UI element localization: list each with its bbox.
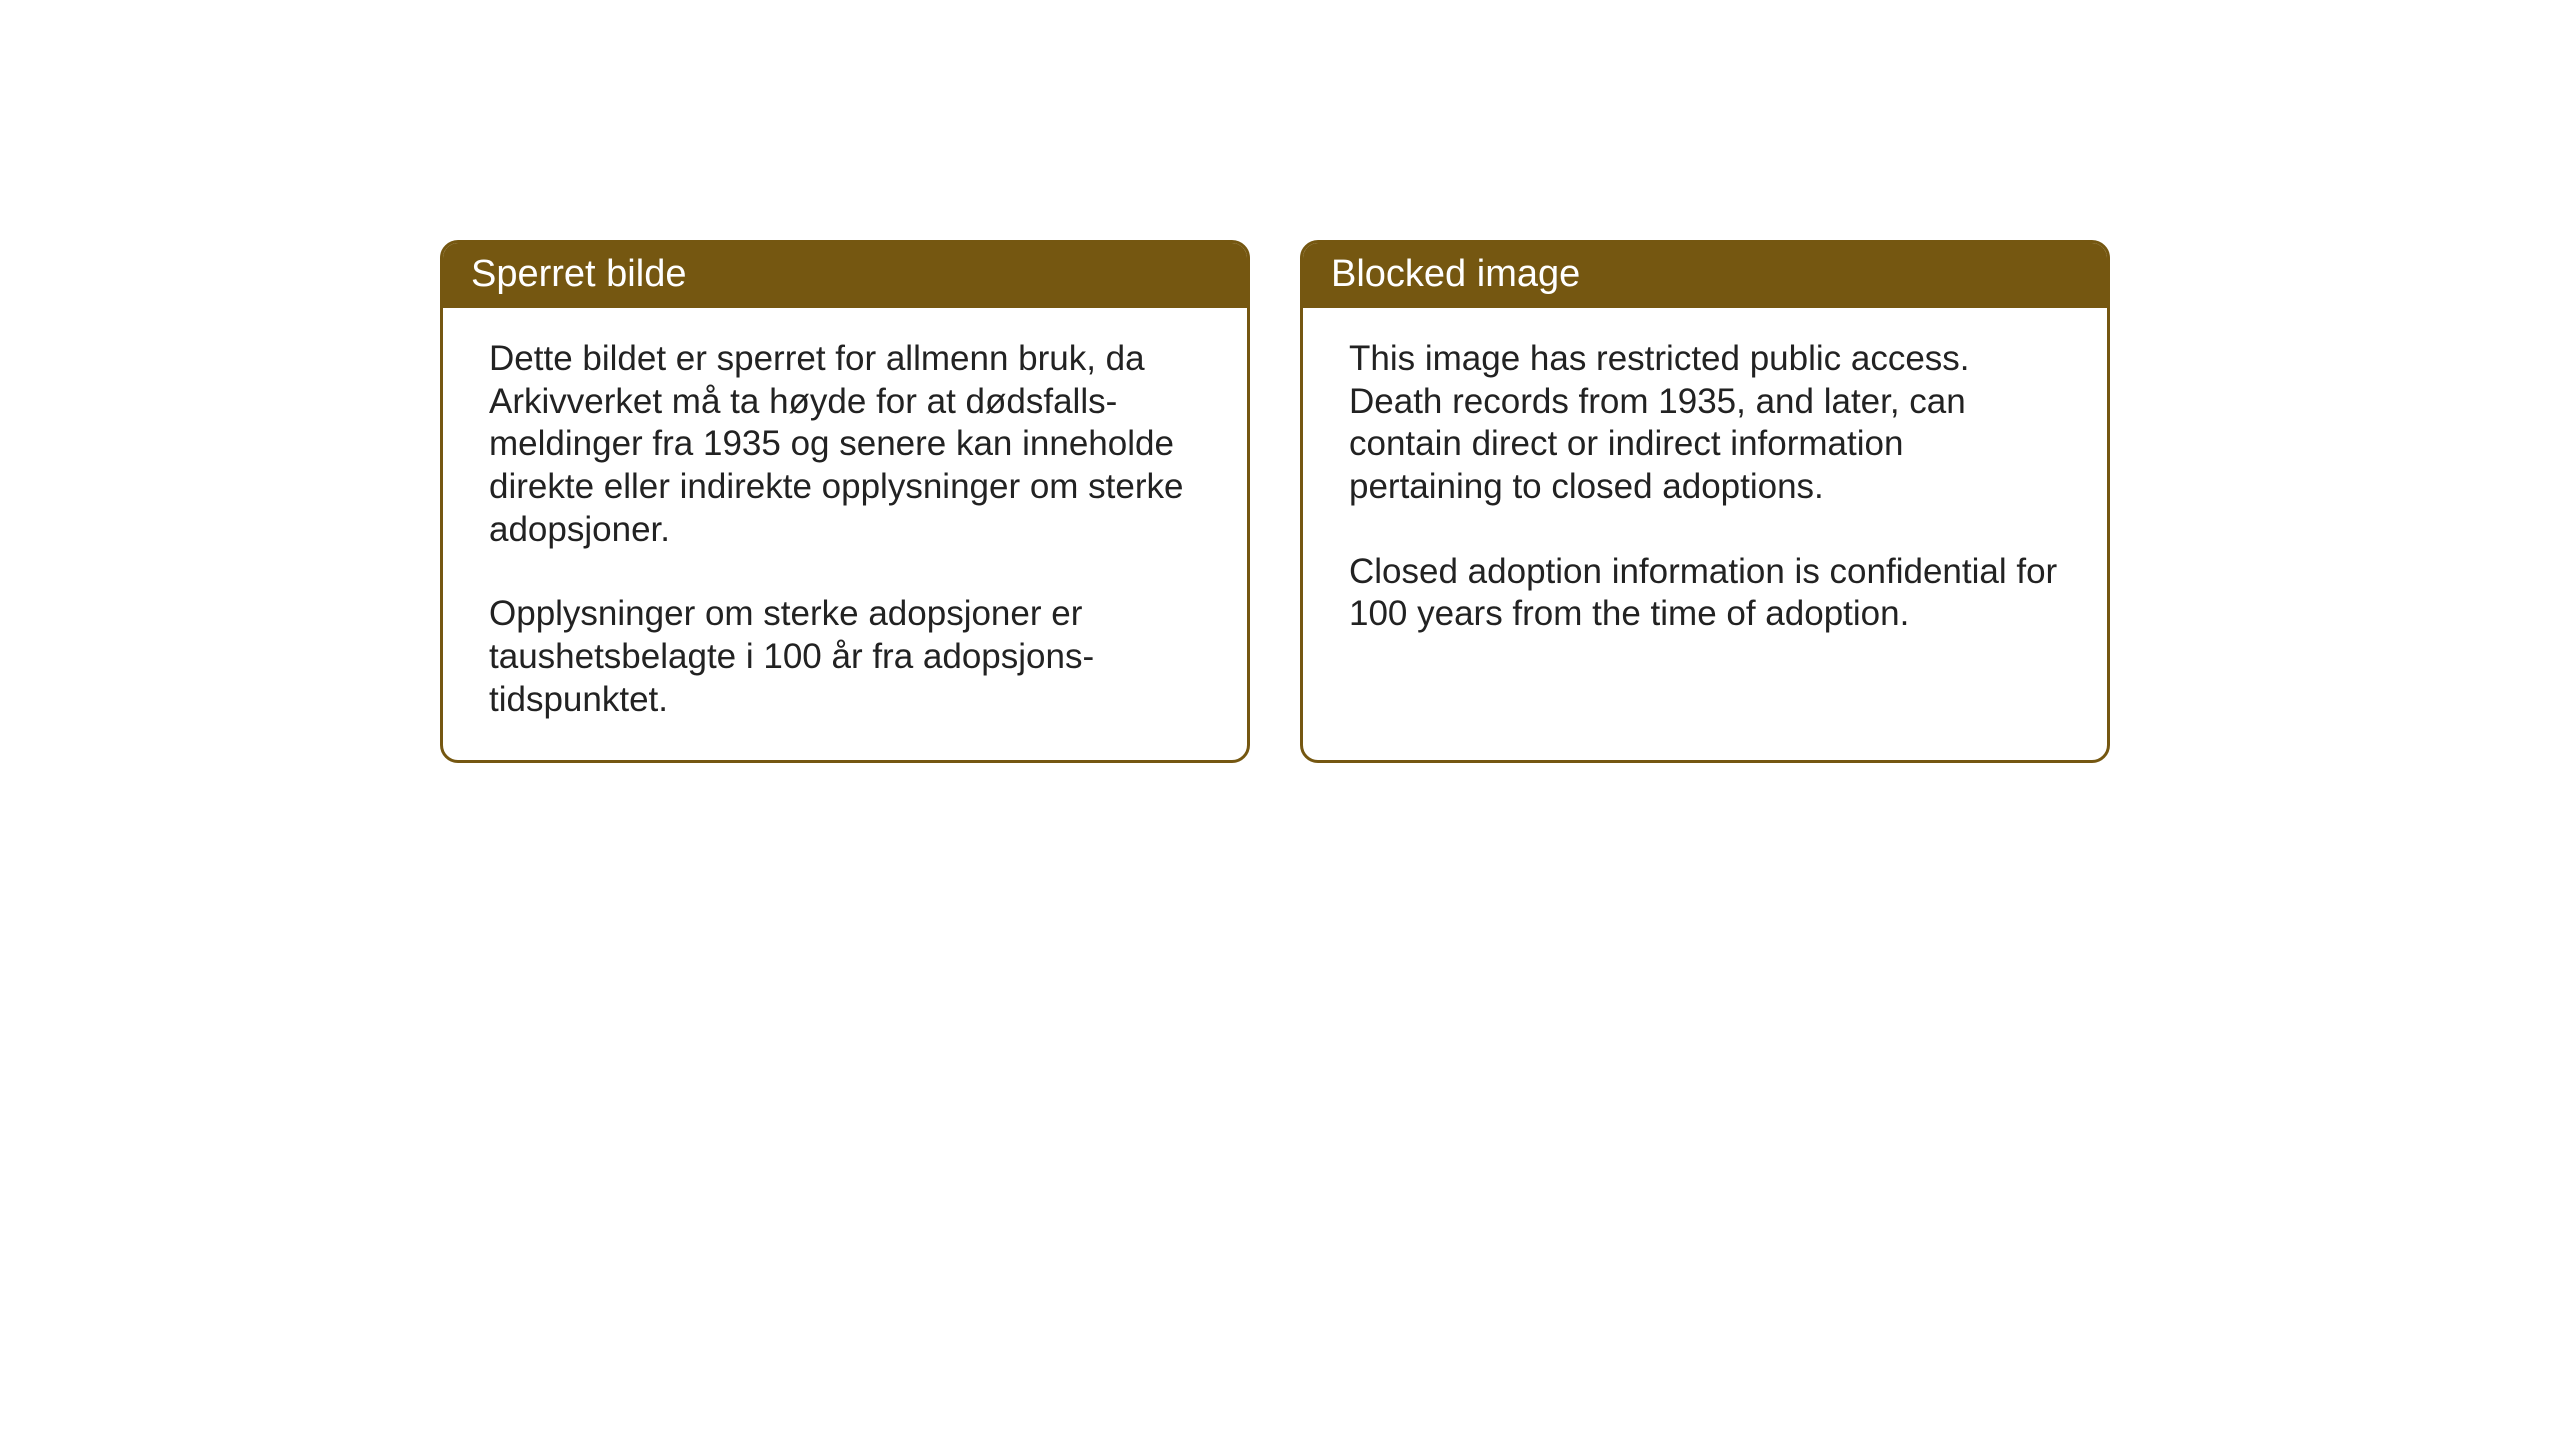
norwegian-notice-card: Sperret bilde Dette bildet er sperret fo… [440,240,1250,763]
english-notice-card: Blocked image This image has restricted … [1300,240,2110,763]
norwegian-notice-body: Dette bildet er sperret for allmenn bruk… [443,308,1247,760]
norwegian-notice-title: Sperret bilde [443,243,1247,308]
english-paragraph-2: Closed adoption information is confident… [1349,551,2061,636]
norwegian-paragraph-1: Dette bildet er sperret for allmenn bruk… [489,338,1201,551]
english-notice-body: This image has restricted public access.… [1303,308,2107,723]
norwegian-paragraph-2: Opplysninger om sterke adopsjoner er tau… [489,593,1201,721]
english-notice-title: Blocked image [1303,243,2107,308]
english-paragraph-1: This image has restricted public access.… [1349,338,2061,509]
notice-container: Sperret bilde Dette bildet er sperret fo… [0,0,2560,763]
